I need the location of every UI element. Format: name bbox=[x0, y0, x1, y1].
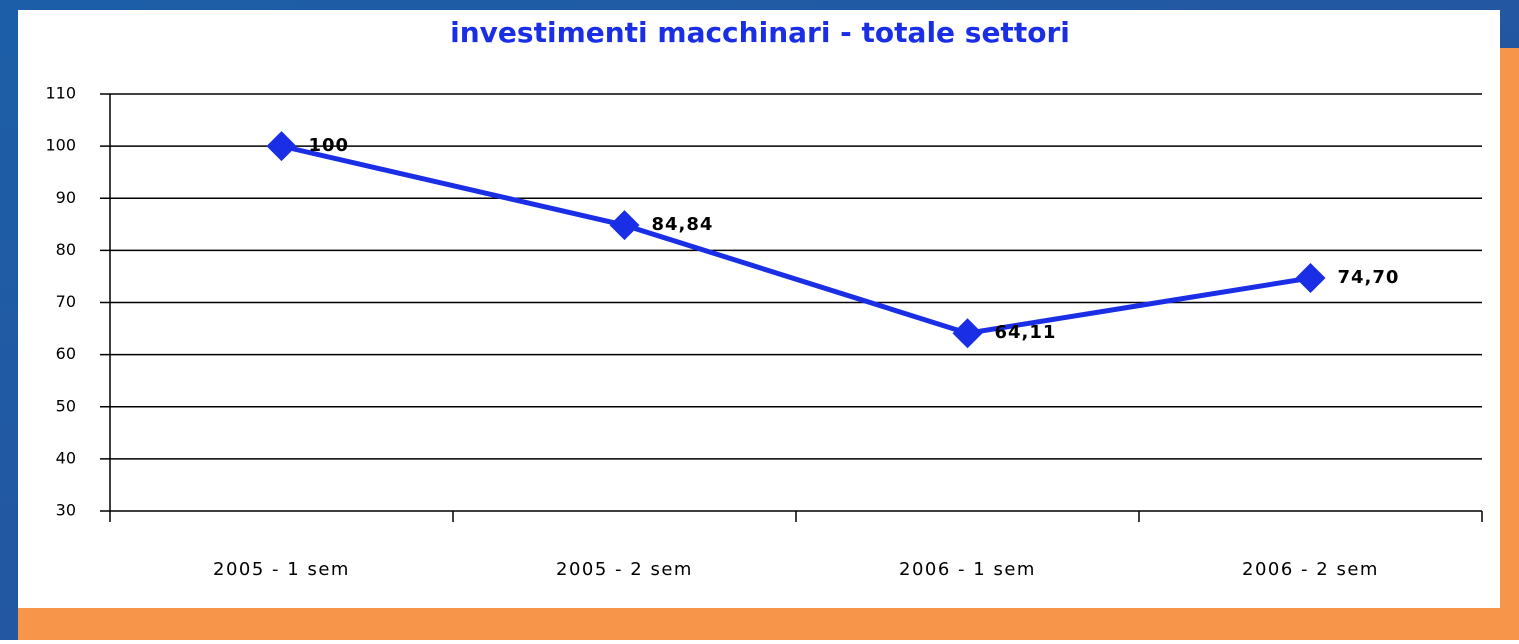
y-tick-label: 50 bbox=[56, 396, 76, 415]
data-label: 100 bbox=[309, 135, 350, 156]
panel bbox=[18, 10, 1500, 610]
y-tick-label: 40 bbox=[56, 448, 76, 467]
x-tick-label: 2006 - 1 sem bbox=[899, 559, 1036, 580]
data-label: 84,84 bbox=[652, 214, 714, 235]
orange-bar bbox=[18, 608, 1519, 640]
marker bbox=[266, 131, 297, 162]
series-line bbox=[280, 143, 1311, 336]
chart-title: investimenti macchinari - totale settori bbox=[450, 16, 1070, 49]
y-tick-label: 80 bbox=[56, 240, 76, 259]
x-tick-label: 2005 - 2 sem bbox=[556, 559, 693, 580]
orange-strip bbox=[1500, 48, 1519, 640]
x-tick-label: 2006 - 2 sem bbox=[1242, 559, 1379, 580]
y-tick-label: 60 bbox=[56, 344, 76, 363]
data-label: 64,11 bbox=[995, 322, 1057, 343]
marker bbox=[609, 210, 640, 241]
x-tick-label: 2005 - 1 sem bbox=[213, 559, 350, 580]
y-tick-label: 100 bbox=[45, 136, 76, 155]
y-tick-label: 90 bbox=[56, 188, 76, 207]
marker bbox=[952, 318, 983, 349]
marker bbox=[1295, 263, 1326, 294]
y-tick-label: 110 bbox=[45, 84, 76, 103]
data-label: 74,70 bbox=[1338, 267, 1400, 288]
y-tick-label: 70 bbox=[56, 292, 76, 311]
y-tick-label: 30 bbox=[56, 501, 76, 520]
